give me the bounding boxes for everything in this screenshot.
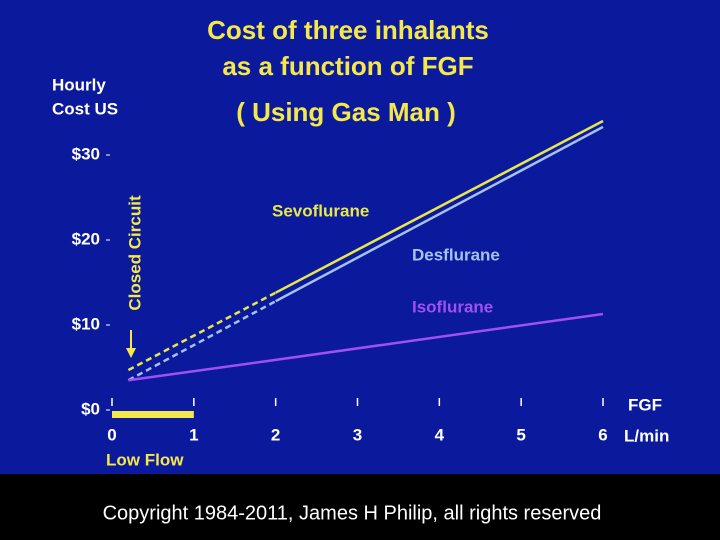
low-flow-label: Low Flow: [106, 450, 184, 469]
x-tick-label: 4: [435, 425, 445, 444]
series-label: Isoflurane: [412, 297, 493, 316]
series-line: [275, 119, 604, 294]
x-axis-label: FGF: [628, 395, 662, 414]
x-tick-label: 6: [598, 425, 607, 444]
low-flow-bar: [112, 411, 194, 418]
series-line-dashed: [127, 300, 277, 382]
footer-band: [0, 474, 720, 540]
x-tick-label: 2: [271, 425, 280, 444]
series-label: Sevoflurane: [272, 201, 369, 220]
x-tick-label: 1: [189, 425, 198, 444]
series-label: Desflurane: [412, 245, 500, 264]
closed-circuit-arrowhead: [126, 348, 136, 358]
y-tick-label: $0: [81, 399, 100, 418]
x-tick-label: 0: [107, 425, 116, 444]
chart-title: Cost of three inhalants: [207, 15, 489, 45]
y-tick-label: $20: [72, 229, 100, 248]
chart-title: as a function of FGF: [222, 51, 473, 81]
series-line: [275, 125, 604, 303]
y-tick-label: $30: [72, 144, 100, 163]
x-tick-label: 3: [353, 425, 362, 444]
y-axis-label: Hourly: [52, 75, 106, 94]
x-axis-label: L/min: [624, 426, 669, 445]
y-axis-label: Cost US: [52, 99, 118, 118]
y-tick-label: $10: [72, 314, 100, 333]
series-line-dashed: [127, 291, 277, 372]
closed-circuit-label: Closed Circuit: [125, 195, 144, 311]
series-line: [128, 312, 604, 382]
footer: Copyright 1984-2011, James H Philip, all…: [103, 502, 602, 524]
x-tick-label: 5: [516, 425, 525, 444]
slide-background: [0, 0, 720, 474]
chart-subtitle: ( Using Gas Man ): [236, 97, 456, 127]
